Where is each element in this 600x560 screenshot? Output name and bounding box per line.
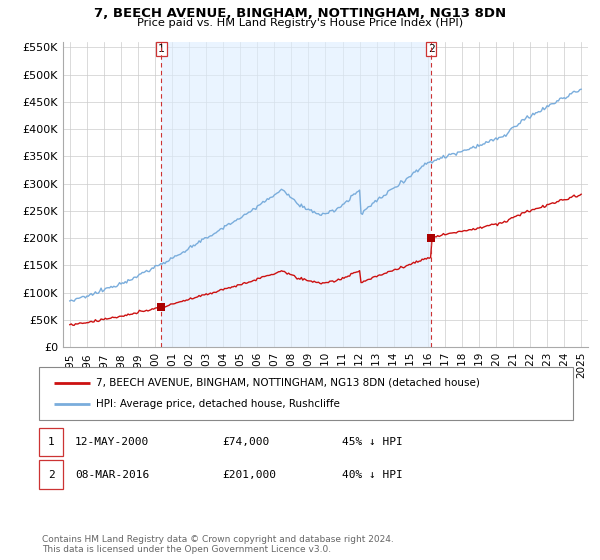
- Text: 12-MAY-2000: 12-MAY-2000: [75, 437, 149, 447]
- Bar: [161, 42, 431, 347]
- Text: 1: 1: [47, 437, 55, 447]
- Text: HPI: Average price, detached house, Rushcliffe: HPI: Average price, detached house, Rush…: [96, 399, 340, 409]
- Text: 7, BEECH AVENUE, BINGHAM, NOTTINGHAM, NG13 8DN: 7, BEECH AVENUE, BINGHAM, NOTTINGHAM, NG…: [94, 7, 506, 20]
- Text: Price paid vs. HM Land Registry's House Price Index (HPI): Price paid vs. HM Land Registry's House …: [137, 18, 463, 28]
- Text: 45% ↓ HPI: 45% ↓ HPI: [342, 437, 403, 447]
- Text: £201,000: £201,000: [222, 470, 276, 480]
- Text: 2: 2: [47, 470, 55, 480]
- Text: 40% ↓ HPI: 40% ↓ HPI: [342, 470, 403, 480]
- Text: 1: 1: [158, 44, 164, 54]
- Text: 08-MAR-2016: 08-MAR-2016: [75, 470, 149, 480]
- Text: Contains HM Land Registry data © Crown copyright and database right 2024.
This d: Contains HM Land Registry data © Crown c…: [42, 535, 394, 554]
- Text: £74,000: £74,000: [222, 437, 269, 447]
- Text: 2: 2: [428, 44, 434, 54]
- Text: 7, BEECH AVENUE, BINGHAM, NOTTINGHAM, NG13 8DN (detached house): 7, BEECH AVENUE, BINGHAM, NOTTINGHAM, NG…: [96, 378, 480, 388]
